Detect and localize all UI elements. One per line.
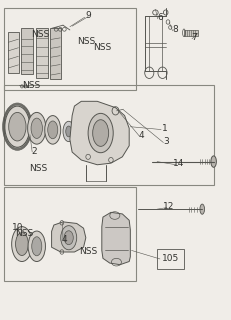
Ellipse shape (28, 231, 46, 261)
Ellipse shape (61, 226, 77, 250)
Text: NSS: NSS (15, 229, 33, 238)
Ellipse shape (12, 227, 32, 261)
Bar (21, 28, 33, 74)
FancyBboxPatch shape (8, 32, 18, 73)
Text: 7: 7 (191, 33, 197, 42)
Polygon shape (70, 101, 129, 165)
Ellipse shape (9, 112, 26, 141)
Ellipse shape (32, 237, 42, 256)
Text: NSS: NSS (31, 30, 49, 39)
FancyBboxPatch shape (50, 28, 61, 79)
Text: NSS: NSS (77, 36, 95, 45)
Ellipse shape (15, 233, 28, 255)
Text: NSS: NSS (29, 164, 47, 173)
Polygon shape (52, 222, 86, 252)
Bar (157, 249, 184, 269)
Ellipse shape (48, 121, 58, 139)
Ellipse shape (31, 118, 43, 139)
Text: 6: 6 (157, 13, 163, 22)
Text: 4: 4 (61, 236, 67, 244)
Text: 4: 4 (139, 131, 145, 140)
Polygon shape (102, 212, 130, 265)
Text: 9: 9 (85, 11, 91, 20)
Bar (36, 28, 48, 77)
Text: 105: 105 (162, 254, 179, 263)
Ellipse shape (200, 204, 204, 214)
Text: 14: 14 (173, 159, 184, 168)
Ellipse shape (64, 231, 73, 245)
Text: 2: 2 (32, 147, 37, 156)
Bar (184, 30, 198, 36)
Ellipse shape (63, 121, 74, 142)
Ellipse shape (66, 126, 72, 137)
Bar (4, 187, 136, 281)
Text: 12: 12 (164, 203, 175, 212)
Text: 3: 3 (163, 137, 169, 146)
Ellipse shape (211, 156, 216, 167)
Ellipse shape (28, 112, 46, 144)
Ellipse shape (45, 116, 61, 144)
Text: 1: 1 (162, 124, 167, 133)
Ellipse shape (88, 113, 113, 153)
Text: 8: 8 (172, 25, 178, 35)
Text: NSS: NSS (79, 247, 97, 256)
Bar (4, 85, 214, 185)
Bar (4, 8, 136, 90)
Text: NSS: NSS (22, 81, 40, 90)
Ellipse shape (93, 120, 109, 146)
Ellipse shape (5, 106, 30, 147)
Text: NSS: NSS (93, 43, 111, 52)
Text: 10: 10 (12, 223, 24, 232)
